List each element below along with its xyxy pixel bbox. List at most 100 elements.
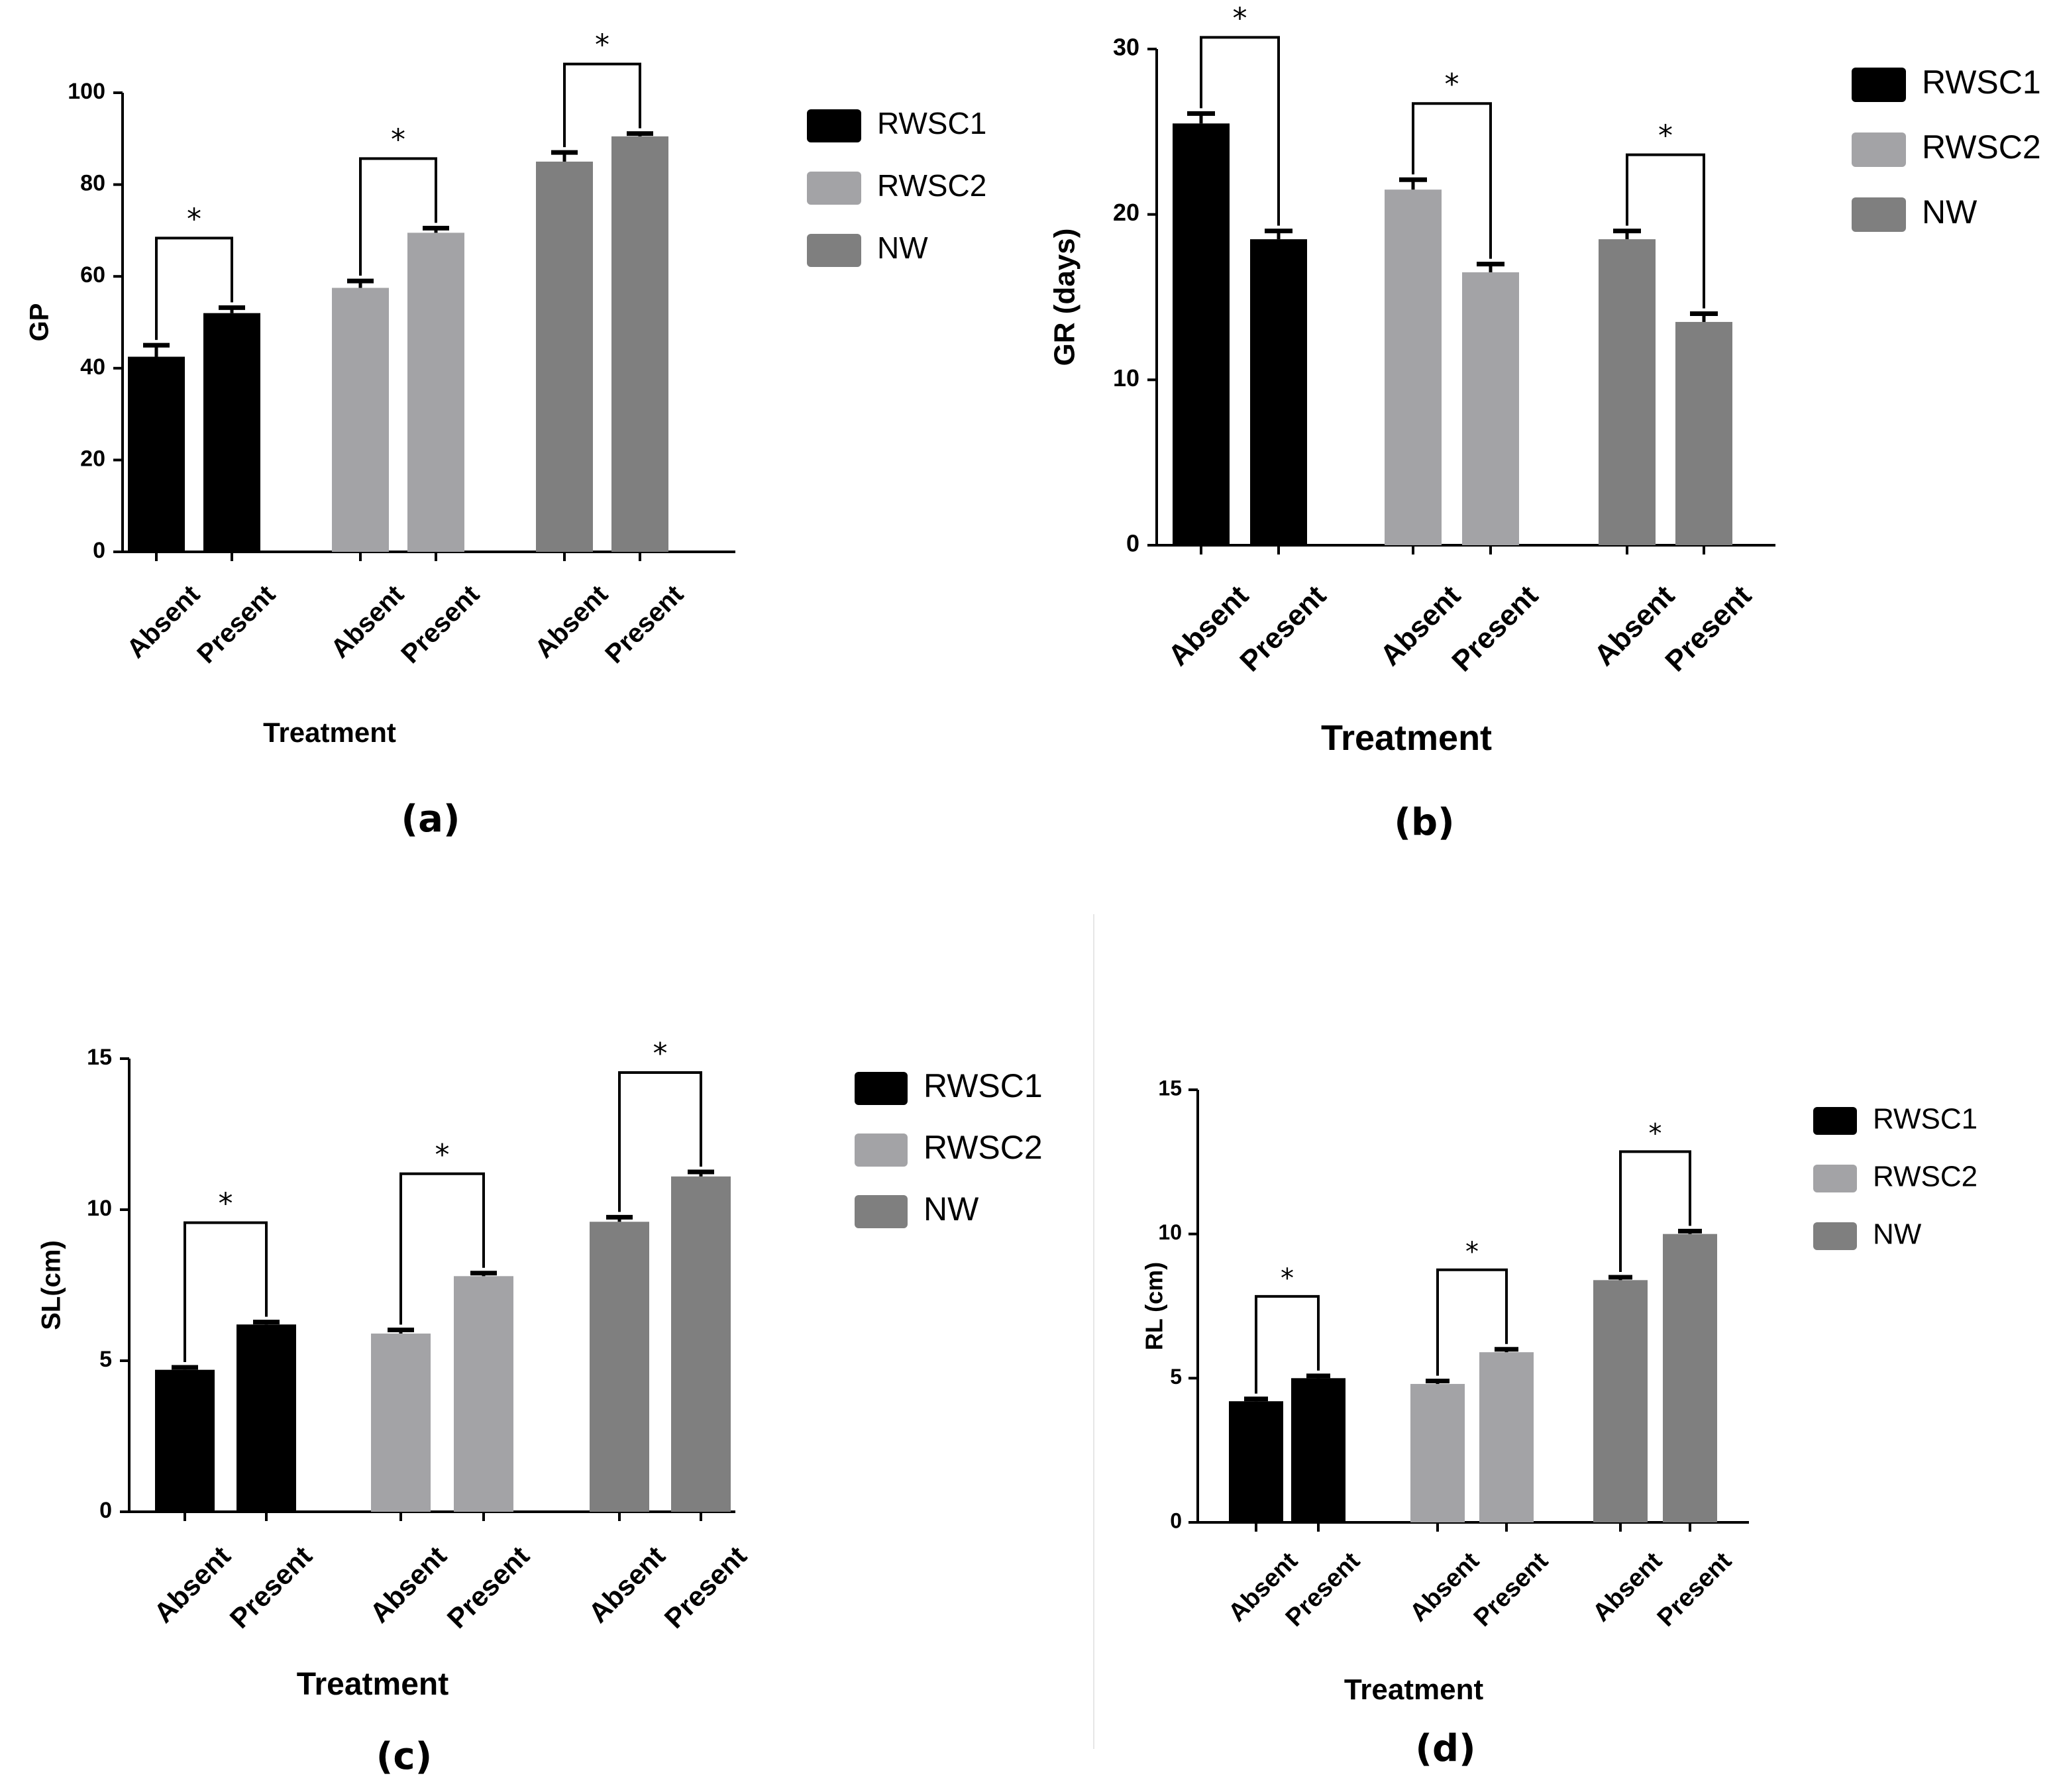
chart2-bar-rwsc2-absent (1385, 189, 1442, 545)
chart2-y-tick-label: 30 (1113, 34, 1139, 61)
chart4-panel-label: (d) (1415, 1727, 1475, 1770)
chart3-legend-swatch-rwsc1 (855, 1072, 908, 1105)
chart1-y-tick-label: 0 (93, 538, 105, 563)
chart1-significance-bracket (563, 62, 641, 148)
chart2-x-tick-label: Present (1659, 579, 1758, 678)
chart2-bar-nw-present (1675, 321, 1732, 545)
chart4-significance-star: * (1281, 1263, 1294, 1294)
chart4-y-tick-label: 5 (1170, 1365, 1182, 1389)
chart2-legend-label: NW (1922, 193, 1978, 231)
chart1-legend-label: NW (877, 231, 928, 265)
chart3-significance-bracket (184, 1221, 268, 1363)
chart3-bar-rwsc2-absent (371, 1333, 431, 1512)
chart1-y-tick-label: 40 (80, 354, 105, 380)
chart4-legend-swatch-rwsc2 (1813, 1165, 1857, 1192)
chart2-significance-star: * (1233, 1, 1247, 35)
chart2-legend-swatch-nw (1852, 197, 1906, 232)
chart3-significance-bracket (618, 1071, 702, 1212)
chart1-bar-rwsc1-absent (128, 356, 185, 552)
chart2-significance-bracket (1200, 36, 1280, 226)
chart2-legend-label: RWSC1 (1922, 64, 2041, 101)
chart4-bar-nw-absent (1593, 1280, 1648, 1522)
chart1-x-tick-label: Present (396, 580, 485, 669)
chart4-x-axis-title: Treatment (1344, 1673, 1484, 1706)
chart1-legend-swatch-rwsc1 (807, 109, 861, 142)
chart4-y-axis-title: RL (cm) (1141, 1262, 1168, 1350)
chart1-x-tick-label: Absent (529, 580, 613, 664)
chart2-bar-rwsc2-present (1462, 272, 1519, 545)
chart1-legend-swatch-nw (807, 234, 861, 267)
chart2-y-tick-label: 10 (1113, 364, 1139, 392)
chart1-x-tick-label: Present (600, 580, 689, 669)
chart4-significance-star: * (1465, 1237, 1479, 1267)
chart2-legend-label: RWSC2 (1922, 129, 2041, 166)
chart3-x-tick-label: Present (441, 1540, 535, 1634)
chart3-bar-nw-absent (590, 1222, 649, 1512)
chart1-significance-bracket (155, 237, 233, 341)
chart2-y-tick-label: 0 (1126, 530, 1139, 557)
chart1-significance-bracket (359, 157, 437, 276)
chart3-bar-rwsc2-present (454, 1276, 513, 1512)
chart2-legend-swatch-rwsc2 (1852, 132, 1906, 167)
chart4-legend-label: RWSC2 (1873, 1161, 1978, 1193)
chart1-y-tick-label: 100 (68, 79, 105, 104)
chart4-legend-label: NW (1873, 1218, 1922, 1251)
chart4-legend-swatch-nw (1813, 1222, 1857, 1250)
chart1-y-tick-label: 20 (80, 446, 105, 471)
chart3-y-tick-label: 10 (87, 1196, 112, 1221)
chart1-significance-star: * (187, 202, 201, 236)
chart1-y-tick-label: 60 (80, 262, 105, 288)
chart1-legend-label: RWSC2 (877, 168, 986, 203)
chart2-bar-nw-absent (1599, 239, 1656, 545)
chart2-significance-star: * (1445, 68, 1459, 101)
chart1-bar-rwsc2-absent (332, 288, 389, 552)
chart3-x-tick-label: Absent (148, 1540, 237, 1629)
chart3-bar-nw-present (671, 1176, 731, 1512)
chart2-bar-rwsc1-present (1250, 239, 1307, 545)
chart4-y-tick-label: 0 (1170, 1508, 1182, 1532)
chart4-legend-label: RWSC1 (1873, 1103, 1978, 1135)
chart4-y-tick-label: 15 (1158, 1076, 1182, 1100)
chart3-y-axis-title: SL(cm) (37, 1240, 66, 1330)
chart1-y-axis-title: GP (25, 303, 54, 342)
chart3-y-tick-label: 15 (87, 1045, 112, 1070)
chart3-x-tick-label: Absent (364, 1540, 452, 1629)
chart2-significance-bracket (1626, 153, 1705, 309)
chart4-bar-rwsc2-absent (1410, 1384, 1465, 1522)
chart1-legend-swatch-rwsc2 (807, 172, 861, 205)
chart1-bar-nw-present (611, 136, 668, 552)
chart3-panel-label: (c) (376, 1735, 432, 1778)
chart2-legend-swatch-rwsc1 (1852, 68, 1906, 102)
chart3-legend-label: NW (923, 1190, 979, 1228)
chart1-bar-rwsc2-present (407, 233, 464, 552)
chart3-y-tick-label: 5 (99, 1347, 112, 1372)
chart3-significance-bracket (399, 1172, 485, 1325)
chart1-x-axis-title: Treatment (263, 717, 396, 748)
chart3-x-tick-label: Absent (582, 1540, 671, 1629)
chart3-significance-star: * (653, 1037, 668, 1071)
chart3-legend-label: RWSC1 (923, 1067, 1043, 1104)
chart4-x-tick-label: Present (1652, 1547, 1738, 1632)
chart4-legend-swatch-rwsc1 (1813, 1107, 1857, 1135)
chart2-y-axis-title: GR (days) (1049, 229, 1081, 366)
chart3-legend-swatch-nw (855, 1195, 908, 1228)
chart3-significance-star: * (435, 1138, 450, 1172)
chart4-y-tick-label: 10 (1158, 1220, 1182, 1244)
chart2-y-tick-label: 20 (1113, 199, 1139, 226)
chart4-significance-bracket (1255, 1294, 1320, 1394)
chart3-bar-rwsc1-absent (155, 1369, 215, 1512)
chart2-panel-label: (b) (1394, 801, 1454, 844)
chart4-significance-bracket (1436, 1268, 1508, 1376)
chart4-bar-nw-present (1663, 1234, 1717, 1522)
chart1-significance-star: * (595, 28, 609, 62)
chart3-legend-label: RWSC2 (923, 1129, 1043, 1166)
chart4-significance-bracket (1619, 1150, 1691, 1272)
chart4-bar-rwsc1-absent (1229, 1401, 1283, 1522)
chart3-legend-swatch-rwsc2 (855, 1133, 908, 1167)
chart4-bar-rwsc1-present (1291, 1378, 1345, 1522)
chart1-y-tick-label: 80 (80, 171, 105, 196)
chart3-y-tick-label: 0 (99, 1498, 112, 1523)
chart2-bar-rwsc1-absent (1173, 123, 1230, 546)
chart2-significance-bracket (1412, 102, 1492, 259)
